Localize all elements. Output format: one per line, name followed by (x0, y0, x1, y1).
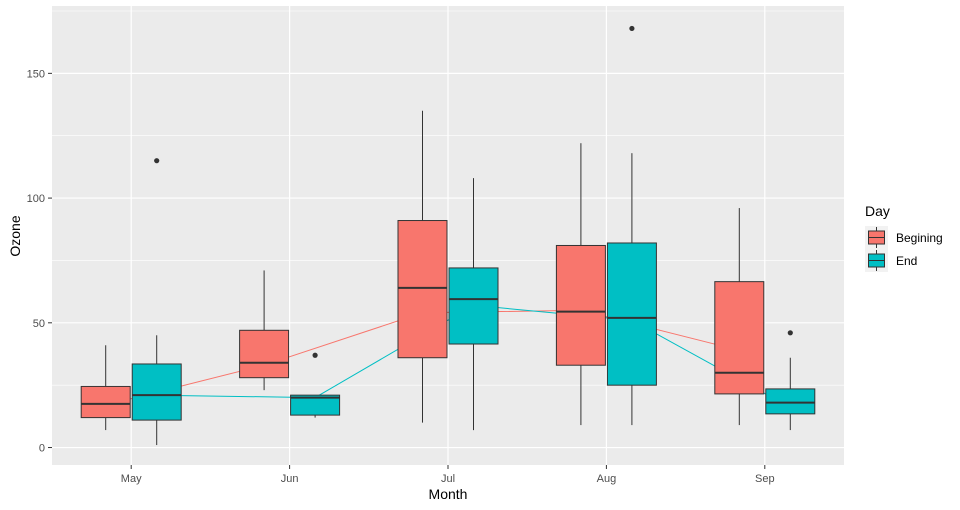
box-body (397, 220, 448, 359)
y-axis-title: Ozone (7, 215, 23, 256)
box-body (448, 267, 499, 345)
box-end-may (131, 158, 182, 446)
box-body (606, 242, 657, 386)
outlier-point (787, 330, 793, 336)
box-body (555, 244, 606, 366)
legend-label-end: End (896, 254, 917, 268)
box-end-aug (606, 25, 657, 426)
x-tick-label: May (121, 473, 142, 485)
y-tick-label: 150 (27, 68, 45, 80)
outlier-point (312, 352, 318, 358)
grid-lines (52, 6, 844, 465)
box-body (714, 281, 765, 395)
box-body (131, 363, 182, 421)
x-tick-label: Sep (755, 473, 775, 485)
x-tick-label: Jul (441, 473, 455, 485)
legend-item-end: End (865, 249, 917, 272)
outlier-point (629, 25, 635, 32)
box-body (765, 388, 816, 415)
box-body (239, 329, 290, 379)
box-begining-may (80, 345, 131, 431)
box-end-jun (290, 352, 341, 418)
axes: 0 50 100 150 May Jun Jul Aug Sep (27, 68, 775, 485)
box-begining-sep (714, 208, 765, 426)
box-begining-jul (397, 110, 448, 423)
box-body (80, 385, 131, 419)
outlier-point (154, 158, 160, 164)
legend-title: Day (865, 203, 890, 219)
x-tick-label: Aug (597, 473, 617, 485)
legend: Day Begining End (865, 203, 943, 272)
legend-item-begining: Begining (865, 226, 943, 249)
box-body (290, 394, 341, 416)
box-begining-jun (239, 270, 290, 391)
x-axis-title: Month (429, 486, 468, 502)
box-end-jul (448, 178, 499, 431)
legend-label-begining: Begining (896, 231, 943, 245)
y-tick-label: 0 (39, 443, 45, 455)
box-end-sep (765, 330, 816, 431)
box-layer (80, 25, 816, 446)
x-tick-label: Jun (281, 473, 299, 485)
y-tick-label: 100 (27, 193, 45, 205)
y-tick-label: 50 (33, 318, 45, 330)
box-begining-aug (555, 143, 606, 426)
legend-items: Begining End (865, 226, 943, 272)
